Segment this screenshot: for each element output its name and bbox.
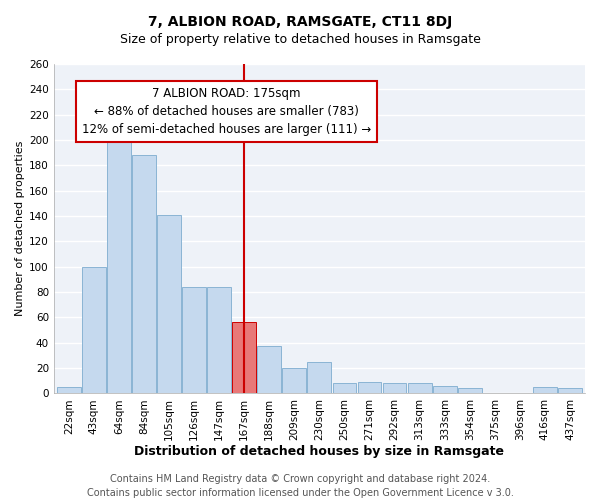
Bar <box>207 287 231 394</box>
Bar <box>132 155 156 394</box>
Bar <box>307 362 331 394</box>
Bar <box>332 383 356 394</box>
Y-axis label: Number of detached properties: Number of detached properties <box>15 141 25 316</box>
Bar <box>57 387 81 394</box>
Bar <box>558 388 582 394</box>
Bar <box>358 382 382 394</box>
Bar <box>458 388 482 394</box>
Bar <box>408 383 431 394</box>
Bar <box>433 386 457 394</box>
Bar <box>283 368 306 394</box>
Bar <box>182 287 206 394</box>
Bar <box>232 322 256 394</box>
Text: 7 ALBION ROAD: 175sqm
← 88% of detached houses are smaller (783)
12% of semi-det: 7 ALBION ROAD: 175sqm ← 88% of detached … <box>82 87 371 136</box>
Bar <box>82 266 106 394</box>
Bar <box>107 134 131 394</box>
Bar <box>157 214 181 394</box>
Text: Contains HM Land Registry data © Crown copyright and database right 2024.
Contai: Contains HM Land Registry data © Crown c… <box>86 474 514 498</box>
Text: Size of property relative to detached houses in Ramsgate: Size of property relative to detached ho… <box>119 32 481 46</box>
Bar <box>383 383 406 394</box>
Bar <box>257 346 281 394</box>
Text: 7, ALBION ROAD, RAMSGATE, CT11 8DJ: 7, ALBION ROAD, RAMSGATE, CT11 8DJ <box>148 15 452 29</box>
X-axis label: Distribution of detached houses by size in Ramsgate: Distribution of detached houses by size … <box>134 444 505 458</box>
Bar <box>533 387 557 394</box>
